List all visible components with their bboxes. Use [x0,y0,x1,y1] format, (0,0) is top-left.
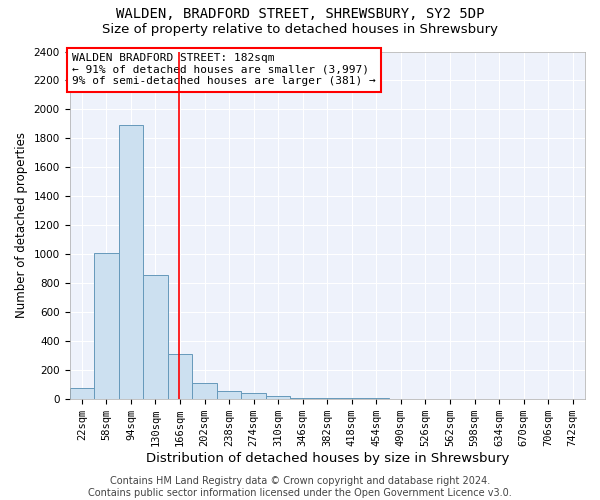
Text: Contains HM Land Registry data © Crown copyright and database right 2024.
Contai: Contains HM Land Registry data © Crown c… [88,476,512,498]
Bar [266,396,290,399]
Bar [168,354,192,399]
Bar [119,126,143,399]
Bar [364,398,389,399]
Text: WALDEN BRADFORD STREET: 182sqm
← 91% of detached houses are smaller (3,997)
9% o: WALDEN BRADFORD STREET: 182sqm ← 91% of … [72,53,376,86]
Bar [94,253,119,399]
Bar [315,398,340,399]
Bar [340,398,364,399]
Text: Size of property relative to detached houses in Shrewsbury: Size of property relative to detached ho… [102,22,498,36]
Bar [241,394,266,399]
Bar [143,274,168,399]
Y-axis label: Number of detached properties: Number of detached properties [15,132,28,318]
Bar [70,388,94,399]
Bar [192,382,217,399]
Bar [290,398,315,399]
X-axis label: Distribution of detached houses by size in Shrewsbury: Distribution of detached houses by size … [146,452,509,465]
Bar [217,392,241,399]
Text: WALDEN, BRADFORD STREET, SHREWSBURY, SY2 5DP: WALDEN, BRADFORD STREET, SHREWSBURY, SY2… [116,8,484,22]
